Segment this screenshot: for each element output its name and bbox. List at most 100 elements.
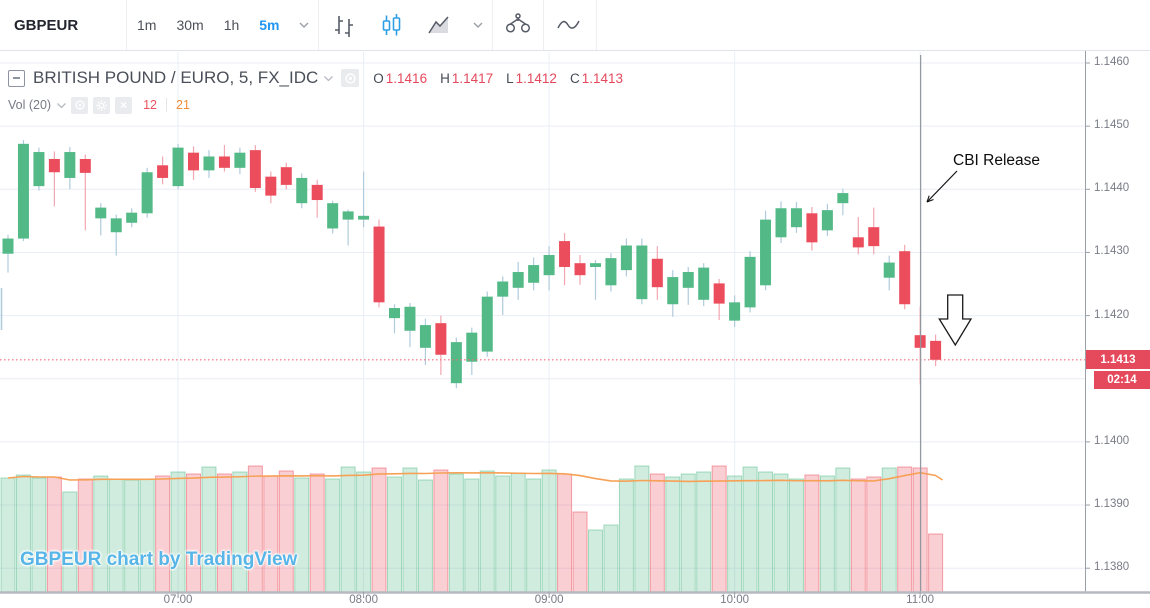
volume-bar — [263, 475, 279, 593]
volume-value: 12 — [143, 98, 157, 112]
price-axis-label: 1.1380 — [1094, 561, 1130, 574]
volume-ma-value: 21 — [176, 98, 190, 112]
volume-bar — [819, 475, 835, 593]
toolbar-divider — [595, 0, 597, 50]
candle-body — [760, 219, 772, 286]
candle-body — [157, 165, 169, 178]
volume-menu-caret[interactable] — [57, 102, 67, 108]
candle-body — [528, 265, 540, 283]
interval-5m[interactable]: 5m — [259, 17, 280, 33]
candle-body — [218, 156, 230, 168]
volume-bar — [696, 471, 712, 593]
candle-body — [589, 263, 601, 267]
volume-bar — [170, 471, 186, 593]
cbi-release-annotation[interactable]: CBI Release — [953, 152, 1041, 169]
candle-body — [95, 207, 107, 219]
volume-bar — [186, 473, 202, 593]
symbol-title[interactable]: BRITISH POUND / EURO, 5, FX_IDC — [33, 68, 319, 87]
volume-bar — [216, 473, 232, 593]
price-axis-label: 1.1400 — [1094, 434, 1130, 447]
volume-bar — [464, 478, 480, 593]
candle-body — [729, 302, 741, 321]
area-chart-icon — [427, 16, 449, 34]
collapse-pane-icon[interactable] — [8, 69, 25, 87]
price-axis-label: 1.1460 — [1094, 56, 1130, 68]
volume-bar — [46, 476, 62, 593]
volume-bar — [62, 491, 78, 593]
volume-bar — [804, 474, 820, 593]
volume-bar — [928, 533, 944, 593]
area-style-button[interactable] — [415, 0, 464, 50]
ohlc-values: O 1.1416 H 1.1417 L 1.1412 C 1.1413 — [373, 71, 636, 86]
candle-body — [559, 241, 571, 267]
candle-body — [203, 156, 215, 171]
candle-body — [775, 208, 787, 238]
symbol-menu-caret[interactable] — [324, 75, 334, 81]
candle-body — [698, 267, 710, 300]
volume-bar — [340, 466, 356, 593]
toolbar-divider — [542, 0, 544, 50]
bars-style-button[interactable] — [319, 0, 367, 50]
volume-bar — [897, 466, 913, 593]
chevron-down-icon — [299, 22, 308, 28]
volume-bar — [680, 473, 696, 593]
candle-body — [327, 203, 339, 229]
tradingview-watermark[interactable]: GBPEUR chart by TradingView — [20, 549, 298, 570]
top-toolbar: GBPEUR 1m 30m 1h 5m — [0, 0, 1150, 51]
gear-icon — [96, 99, 107, 111]
candle-body — [744, 256, 756, 308]
interval-30m[interactable]: 30m — [176, 17, 204, 33]
candle-body — [651, 258, 663, 288]
candle-body — [404, 306, 416, 331]
volume-bar — [495, 475, 511, 593]
candle-body — [110, 218, 122, 233]
candles-style-button[interactable] — [367, 0, 415, 50]
volume-settings-button[interactable] — [93, 96, 111, 114]
close-value: 1.1413 — [581, 70, 623, 86]
low-value: 1.1412 — [515, 70, 557, 86]
volume-bar — [0, 477, 16, 593]
volume-bar — [402, 467, 418, 593]
interval-1h[interactable]: 1h — [223, 17, 240, 33]
volume-bar — [711, 465, 727, 593]
style-menu-button[interactable] — [464, 22, 492, 28]
candle-body — [172, 147, 184, 187]
candle-body — [280, 167, 292, 185]
candle-body — [837, 193, 849, 204]
volume-visibility-button[interactable] — [71, 96, 89, 114]
volume-indicator-label[interactable]: Vol (20) — [8, 98, 52, 112]
symbol-search-field[interactable]: GBPEUR — [14, 16, 79, 34]
price-chart[interactable] — [0, 50, 1150, 608]
time-axis-label: 07:00 — [163, 594, 193, 606]
candle-body — [342, 211, 354, 220]
price-axis-label: 1.1390 — [1094, 498, 1130, 511]
interval-menu-button[interactable] — [290, 22, 318, 28]
volume-bar — [758, 471, 774, 593]
interval-switcher: 1m 30m 1h 5m — [127, 0, 290, 50]
close-label: C — [569, 70, 580, 86]
volume-bar — [665, 476, 681, 593]
volume-bar — [155, 475, 171, 593]
time-axis[interactable]: 07:00 08:00 09:00 10:00 11:00 — [0, 592, 1085, 608]
toggle-visibility-button[interactable] — [341, 69, 360, 87]
volume-bar — [788, 478, 804, 593]
eye-icon — [345, 72, 356, 84]
line-wave-icon — [556, 20, 580, 29]
volume-bar — [356, 471, 372, 593]
price-axis[interactable]: 1.1460 1.1450 1.1440 1.1430 1.1420 1.1400 1.13… — [1085, 50, 1150, 592]
compare-button[interactable] — [493, 0, 543, 50]
legend-divider — [166, 98, 167, 112]
volume-bar — [387, 476, 402, 593]
candle-body — [2, 238, 14, 254]
volume-bar — [139, 478, 155, 593]
bars-icon — [334, 16, 353, 37]
volume-remove-button[interactable]: × — [115, 96, 133, 114]
interval-1m[interactable]: 1m — [137, 17, 157, 33]
volume-bar — [93, 475, 109, 593]
toolbar-divider — [317, 0, 319, 50]
candles-icon — [382, 14, 400, 36]
line-tool-button[interactable] — [544, 0, 596, 50]
candle-body — [512, 272, 524, 288]
candle-body — [899, 251, 911, 305]
